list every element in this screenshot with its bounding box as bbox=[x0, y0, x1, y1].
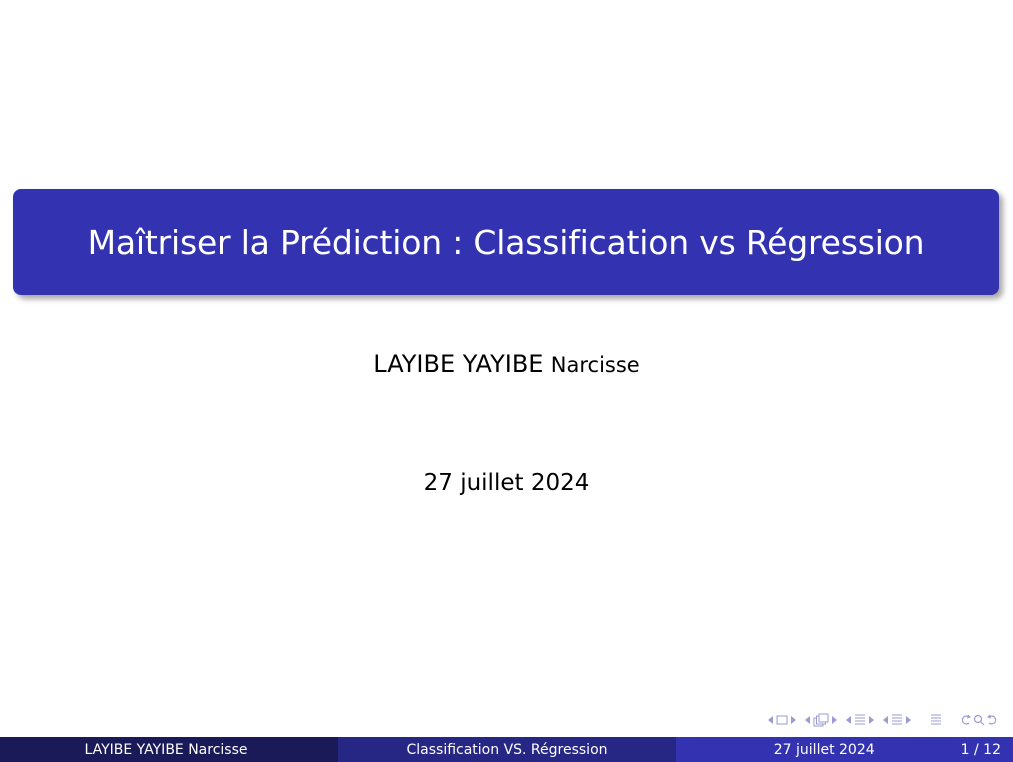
presentation-date: 27 juillet 2024 bbox=[423, 470, 590, 496]
footer-date-text: 27 juillet 2024 bbox=[773, 741, 875, 758]
frame-nav-group bbox=[768, 715, 796, 725]
section-icon[interactable] bbox=[854, 714, 866, 726]
section-nav-group bbox=[846, 714, 874, 726]
nav-next-icon[interactable] bbox=[831, 716, 837, 724]
section-icon[interactable] bbox=[891, 714, 903, 726]
slide-title: Maîtriser la Prédiction : Classification… bbox=[87, 222, 925, 262]
nav-next-icon[interactable] bbox=[790, 716, 796, 724]
nav-prev-icon[interactable] bbox=[805, 716, 811, 724]
search-icon[interactable] bbox=[973, 714, 985, 726]
footer-title: Classification VS. Régression bbox=[338, 737, 676, 762]
search-group bbox=[959, 714, 999, 726]
footer-date: 27 juillet 2024 1 / 12 bbox=[676, 737, 1013, 762]
author-surname: LAYIBE YAYIBE bbox=[373, 350, 544, 378]
page-number: 1 / 12 bbox=[960, 741, 1001, 758]
nav-next-icon[interactable] bbox=[905, 716, 911, 724]
search-forward-icon[interactable] bbox=[987, 714, 999, 726]
author-given-name: Narcisse bbox=[550, 353, 640, 377]
subsection-nav-group bbox=[805, 713, 837, 727]
author-line: LAYIBE YAYIBE Narcisse bbox=[0, 350, 1013, 378]
document-nav-group bbox=[883, 714, 911, 726]
subsection-icon[interactable] bbox=[813, 713, 829, 727]
footer-title-text: Classification VS. Régression bbox=[406, 741, 608, 758]
frame-icon[interactable] bbox=[776, 715, 788, 725]
nav-prev-icon[interactable] bbox=[768, 716, 774, 724]
footer-author-text: LAYIBE YAYIBE Narcisse bbox=[84, 741, 248, 758]
align-group bbox=[930, 714, 942, 726]
navigation-bar bbox=[768, 711, 999, 729]
search-back-icon[interactable] bbox=[959, 714, 971, 726]
footer-bar: LAYIBE YAYIBE Narcisse Classification VS… bbox=[0, 737, 1013, 762]
footer-author: LAYIBE YAYIBE Narcisse bbox=[0, 737, 338, 762]
nav-next-icon[interactable] bbox=[868, 716, 874, 724]
nav-prev-icon[interactable] bbox=[846, 716, 852, 724]
title-block: Maîtriser la Prédiction : Classification… bbox=[13, 189, 999, 295]
nav-prev-icon[interactable] bbox=[883, 716, 889, 724]
align-icon[interactable] bbox=[930, 714, 942, 726]
